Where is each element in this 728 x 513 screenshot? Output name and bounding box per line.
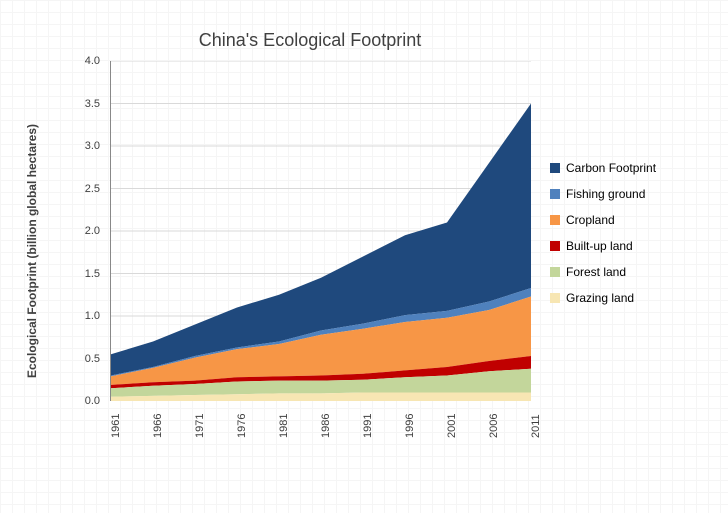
legend: Carbon Footprint Fishing ground Cropland Bu… [550,161,656,317]
legend-item: Carbon Footprint [550,161,656,175]
x-tick: 2011 [530,414,542,438]
x-tick: 1981 [278,414,290,438]
y-tick: 2.0 [85,225,100,237]
y-axis-label: Ecological Footprint (billion global hec… [25,124,39,378]
y-axis: 0.00.51.01.52.02.53.03.54.0 [60,61,105,401]
x-tick: 1971 [194,414,206,438]
legend-label: Forest land [566,265,626,279]
chart-title: China's Ecological Footprint [110,30,510,51]
legend-item: Forest land [550,265,656,279]
y-tick: 3.5 [85,98,100,110]
y-tick: 2.5 [85,183,100,195]
legend-label: Carbon Footprint [566,161,656,175]
legend-swatch [550,293,560,303]
legend-swatch [550,267,560,277]
legend-label: Built-up land [566,239,633,253]
x-tick: 1996 [404,414,416,438]
legend-swatch [550,215,560,225]
x-tick: 1961 [110,414,122,438]
y-tick: 4.0 [85,55,100,67]
x-axis: 1961 1966 1971 1976 1981 1986 1991 1996 2001 2006… [110,406,530,446]
y-tick: 1.5 [85,268,100,280]
legend-label: Grazing land [566,291,634,305]
y-tick: 0.5 [85,353,100,365]
legend-item: Built-up land [550,239,656,253]
x-tick: 2006 [488,414,500,438]
x-tick: 1991 [362,414,374,438]
legend-swatch [550,163,560,173]
x-tick: 1976 [236,414,248,438]
y-tick: 3.0 [85,140,100,152]
y-tick: 0.0 [85,395,100,407]
legend-item: Fishing ground [550,187,656,201]
y-tick: 1.0 [85,310,100,322]
legend-swatch [550,189,560,199]
legend-label: Fishing ground [566,187,645,201]
x-tick: 2001 [446,414,458,438]
plot-area [110,61,530,401]
legend-label: Cropland [566,213,615,227]
x-tick: 1966 [152,414,164,438]
legend-item: Grazing land [550,291,656,305]
legend-item: Cropland [550,213,656,227]
legend-swatch [550,241,560,251]
chart-wrap: Ecological Footprint (billion global hec… [60,61,700,461]
x-tick: 1986 [320,414,332,438]
